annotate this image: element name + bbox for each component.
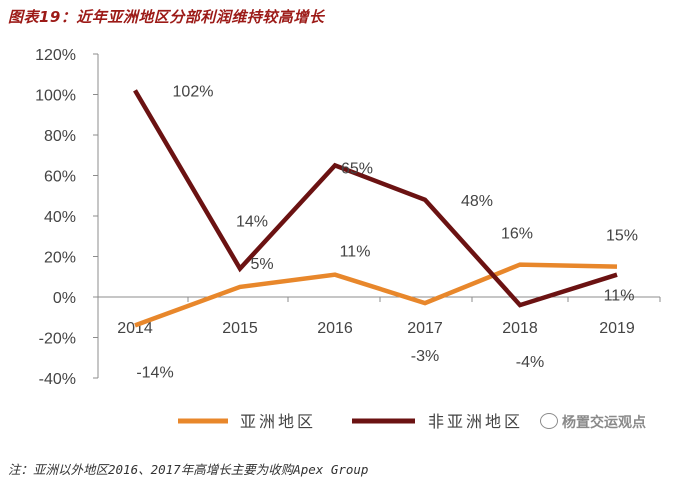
- data-labels: -14% 5% 11% -3% 16% 15% 102% 14% 65% 48% -4% 11%: [136, 83, 638, 381]
- y-tick-label: 100%: [35, 88, 76, 105]
- y-tick-label: 0%: [53, 290, 76, 307]
- legend-label-1: 非亚洲地区: [428, 412, 523, 431]
- y-tick-label: 80%: [44, 128, 76, 145]
- legend: 亚洲地区 非亚洲地区: [178, 412, 523, 431]
- y-tick-label: 60%: [44, 169, 76, 186]
- chart-title: 图表19：近年亚洲地区分部利润维持较高增长: [8, 8, 325, 26]
- y-tick-label: 20%: [44, 250, 76, 267]
- y-tick-label: 120%: [35, 47, 76, 64]
- x-axis: 2014 2015 2016 2017 2018 2019: [97, 296, 661, 337]
- x-tick-label: 2018: [502, 320, 538, 337]
- y-tick-label: -40%: [39, 371, 76, 388]
- data-label: 48%: [461, 193, 493, 210]
- data-label: 16%: [501, 226, 533, 243]
- y-axis: 120% 100% 80% 60% 40% 20% 0% -20% -40%: [35, 47, 99, 388]
- watermark: 杨置交运观点: [540, 412, 646, 432]
- footnote: 注：亚洲以外地区2016、2017年高增长主要为收购Apex Group: [8, 462, 369, 477]
- x-tick-label: 2015: [222, 320, 258, 337]
- series-line-0: [134, 262, 618, 328]
- data-label: 15%: [606, 228, 638, 245]
- data-label: 102%: [173, 83, 214, 100]
- y-tick-label: -20%: [39, 331, 76, 348]
- data-label: 14%: [236, 214, 268, 231]
- data-label: 5%: [250, 256, 273, 273]
- x-tick-label: 2016: [317, 320, 353, 337]
- series-line-1: [133, 89, 618, 308]
- wechat-icon: [540, 413, 558, 429]
- data-label: -3%: [411, 348, 439, 365]
- watermark-text: 杨置交运观点: [562, 415, 646, 431]
- y-tick-label: 40%: [44, 209, 76, 226]
- data-label: 11%: [340, 244, 371, 261]
- series-lines: [133, 89, 618, 328]
- data-label: -14%: [136, 364, 173, 381]
- data-label: 65%: [341, 160, 373, 177]
- x-tick-label: 2017: [407, 320, 443, 337]
- x-tick-label: 2019: [599, 320, 635, 337]
- data-label: 11%: [604, 288, 635, 305]
- legend-label-0: 亚洲地区: [240, 412, 316, 431]
- data-label: -4%: [516, 354, 544, 371]
